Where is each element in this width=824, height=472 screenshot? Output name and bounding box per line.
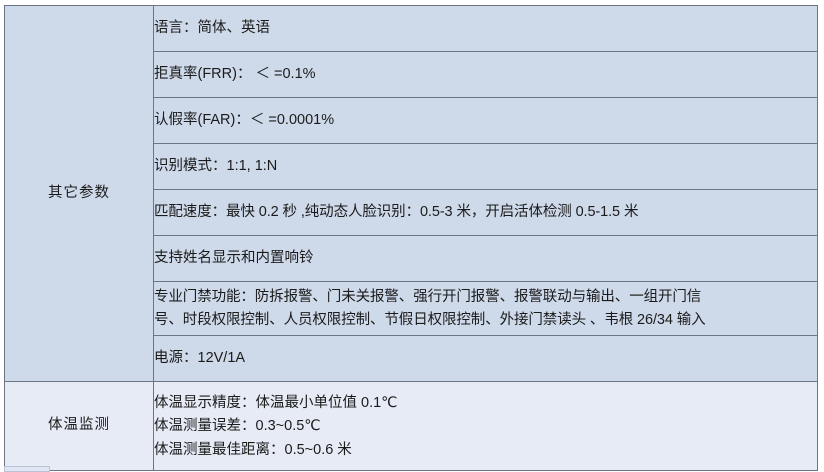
- table-bottom-fragment: [4, 466, 50, 472]
- category-cell-other-parameters: 其它参数: [4, 5, 154, 382]
- spec-value-far: 认假率(FAR)：＜ =0.0001%: [153, 97, 818, 144]
- spec-text: 支持姓名显示和内置响铃: [154, 249, 314, 266]
- spec-text: 匹配速度：最快 0.2 秒 ,纯动态人脸识别：0.5-3 米，开启活体检测 0.…: [154, 203, 639, 220]
- spec-value-power-supply: 电源：12V/1A: [153, 335, 818, 382]
- spec-value-language: 语言：简体、英语: [153, 5, 818, 52]
- spec-text: 语言：简体、英语: [154, 19, 270, 36]
- table-row: 匹配速度：最快 0.2 秒 ,纯动态人脸识别：0.5-3 米，开启活体检测 0.…: [5, 189, 818, 236]
- spec-text: 认假率(FAR)：＜ =0.0001%: [154, 111, 335, 128]
- spec-value-temperature-monitoring: 体温显示精度：体温最小单位值 0.1℃ 体温测量误差：0.3~0.5℃ 体温测量…: [153, 381, 818, 471]
- spec-text-line-1: 专业门禁功能：防拆报警、门未关报警、强行开门报警、报警联动与输出、一组开门信: [154, 289, 702, 306]
- spec-text: 拒真率(FRR)： ＜ =0.1%: [154, 65, 316, 82]
- spec-text-line-2: 号、时段权限控制、人员权限控制、节假日权限控制、外接门禁读头 、韦根 26/34…: [154, 311, 706, 328]
- category-cell-temperature-monitoring: 体温监测: [4, 381, 154, 471]
- spec-value-access-control-features: 专业门禁功能：防拆报警、门未关报警、强行开门报警、报警联动与输出、一组开门信 号…: [153, 281, 818, 336]
- spec-text: 识别模式：1:1, 1:N: [154, 157, 278, 174]
- spec-value-recognition-mode: 识别模式：1:1, 1:N: [153, 143, 818, 190]
- table-row: 拒真率(FRR)： ＜ =0.1%: [5, 51, 818, 98]
- spec-text-line-3: 体温测量最佳距离：0.5~0.6 米: [154, 441, 352, 458]
- table-row: 支持姓名显示和内置响铃: [5, 235, 818, 282]
- spec-text-line-1: 体温显示精度：体温最小单位值 0.1℃: [154, 394, 398, 411]
- spec-text: 电源：12V/1A: [154, 349, 246, 366]
- table-row: 其它参数 语言：简体、英语: [4, 5, 818, 382]
- table-row: 认假率(FAR)：＜ =0.0001%: [5, 97, 818, 144]
- category-label: 其它参数: [48, 184, 110, 201]
- specification-table: 其它参数 语言：简体、英语 拒真率(FRR)： ＜ =0.1% 认假率(FAR)…: [4, 5, 818, 471]
- spec-text-line-2: 体温测量误差：0.3~0.5℃: [154, 418, 321, 435]
- spec-value-matching-speed: 匹配速度：最快 0.2 秒 ,纯动态人脸识别：0.5-3 米，开启活体检测 0.…: [153, 189, 818, 236]
- spec-value-frr: 拒真率(FRR)： ＜ =0.1%: [153, 51, 818, 98]
- table-row: 专业门禁功能：防拆报警、门未关报警、强行开门报警、报警联动与输出、一组开门信 号…: [5, 281, 818, 336]
- category-label: 体温监测: [48, 417, 110, 434]
- spec-value-name-display-doorbell: 支持姓名显示和内置响铃: [153, 235, 818, 282]
- table-row: 电源：12V/1A: [5, 335, 818, 382]
- table-row: 体温监测 体温显示精度：体温最小单位值 0.1℃ 体温测量误差：0.3~0.5℃…: [4, 381, 818, 471]
